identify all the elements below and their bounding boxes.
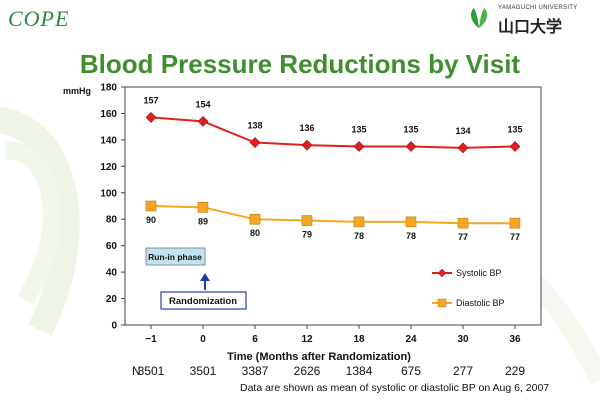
x-axis-title: Time (Months after Randomization) xyxy=(227,351,411,363)
systolic-data-point xyxy=(405,141,417,152)
systolic-data-label: 136 xyxy=(299,123,314,133)
diastolic-data-label: 78 xyxy=(406,231,416,241)
footnote: Data are shown as mean of systolic or di… xyxy=(240,382,550,394)
plot-area xyxy=(124,86,542,326)
diastolic-data-label: 90 xyxy=(146,215,156,225)
diastolic-data-point xyxy=(405,216,417,228)
systolic-data-point xyxy=(197,115,209,127)
systolic-data-label: 135 xyxy=(351,125,366,135)
runin-phase-box xyxy=(145,247,206,266)
y-tick-label: 160 xyxy=(100,109,117,120)
y-tick-label: 120 xyxy=(100,162,117,173)
legend-diastolic-marker xyxy=(437,298,447,308)
university-name-japanese: 山口大学 xyxy=(498,19,563,36)
systolic-data-label: 138 xyxy=(247,121,262,131)
diastolic-data-point xyxy=(353,216,365,228)
y-tick-label: 140 xyxy=(100,135,117,146)
diastolic-data-point xyxy=(301,215,313,226)
sample-size-value: 3501 xyxy=(137,364,165,378)
diastolic-series-line xyxy=(150,205,515,225)
diastolic-data-label: 79 xyxy=(302,230,312,240)
university-name-english: YAMAGUCHI UNIVERSITY xyxy=(498,5,578,11)
y-tick-label: 0 xyxy=(111,321,117,332)
sample-size-value: 277 xyxy=(452,364,474,378)
x-tick-label: 12 xyxy=(301,334,313,345)
systolic-data-label: 134 xyxy=(455,126,470,136)
randomization-box xyxy=(160,291,247,310)
legend: Systolic BP Diastolic BP xyxy=(432,268,505,308)
x-tick-label: 18 xyxy=(353,334,365,345)
sample-size-row: N 3501 3501 3387 2626 1384 675 277 229 xyxy=(0,364,600,380)
x-tick-label: 6 xyxy=(252,334,258,345)
diastolic-data-point xyxy=(457,217,469,229)
y-tick-label: 60 xyxy=(106,241,118,252)
systolic-data-point xyxy=(249,137,261,148)
x-tick-label: −1 xyxy=(145,334,157,345)
sample-size-value: 2626 xyxy=(293,364,321,378)
y-tick-label: 180 xyxy=(100,83,117,94)
systolic-data-point xyxy=(145,111,157,123)
systolic-data-point xyxy=(353,141,365,152)
systolic-data-point xyxy=(509,141,521,152)
sample-size-label: N xyxy=(132,364,141,378)
systolic-data-label: 157 xyxy=(143,95,158,105)
diastolic-data-label: 77 xyxy=(458,232,468,242)
page-title: Blood Pressure Reductions by Visit xyxy=(79,49,521,79)
sample-size-value: 1384 xyxy=(345,364,373,378)
x-tick-label: 30 xyxy=(457,334,469,345)
diastolic-data-label: 78 xyxy=(354,231,364,241)
runin-phase-label: Run-in phase xyxy=(148,252,202,262)
x-tick-label: 36 xyxy=(509,334,521,345)
systolic-data-label: 135 xyxy=(507,125,522,135)
sample-size-value: 675 xyxy=(400,364,422,378)
diastolic-data-label: 80 xyxy=(250,228,260,238)
y-tick-label: 20 xyxy=(106,294,118,305)
systolic-data-point xyxy=(301,139,313,151)
systolic-series-line xyxy=(150,116,516,149)
diastolic-data-point xyxy=(509,217,521,229)
legend-diastolic-label: Diastolic BP xyxy=(456,298,505,308)
diastolic-data-point xyxy=(197,202,209,213)
randomization-arrow-icon xyxy=(200,273,210,290)
y-tick-label: 100 xyxy=(100,188,117,199)
randomization-label: Randomization xyxy=(169,296,237,307)
yamaguchi-university-logo: YAMAGUCHI UNIVERSITY 山口大学 xyxy=(468,4,588,36)
sample-size-value: 3501 xyxy=(189,364,217,378)
cope-logo: COPE xyxy=(8,6,70,31)
y-axis-unit-label: mmHg xyxy=(63,86,91,96)
systolic-data-point xyxy=(457,142,469,154)
sample-size-value: 3387 xyxy=(241,364,269,378)
diastolic-data-label: 77 xyxy=(510,232,520,242)
diastolic-data-label: 89 xyxy=(198,216,208,226)
x-tick-label: 0 xyxy=(200,334,206,345)
y-tick-label: 80 xyxy=(106,215,118,226)
systolic-data-label: 135 xyxy=(403,125,418,135)
x-tick-label: 24 xyxy=(405,334,417,345)
legend-systolic-marker xyxy=(437,268,447,278)
legend-systolic-label: Systolic BP xyxy=(456,268,502,278)
diastolic-data-point xyxy=(145,200,157,212)
y-tick-label: 40 xyxy=(106,268,118,279)
university-emblem-icon xyxy=(471,8,487,28)
diastolic-data-point xyxy=(249,213,261,225)
systolic-data-label: 154 xyxy=(195,99,210,109)
sample-size-value: 229 xyxy=(504,364,526,378)
